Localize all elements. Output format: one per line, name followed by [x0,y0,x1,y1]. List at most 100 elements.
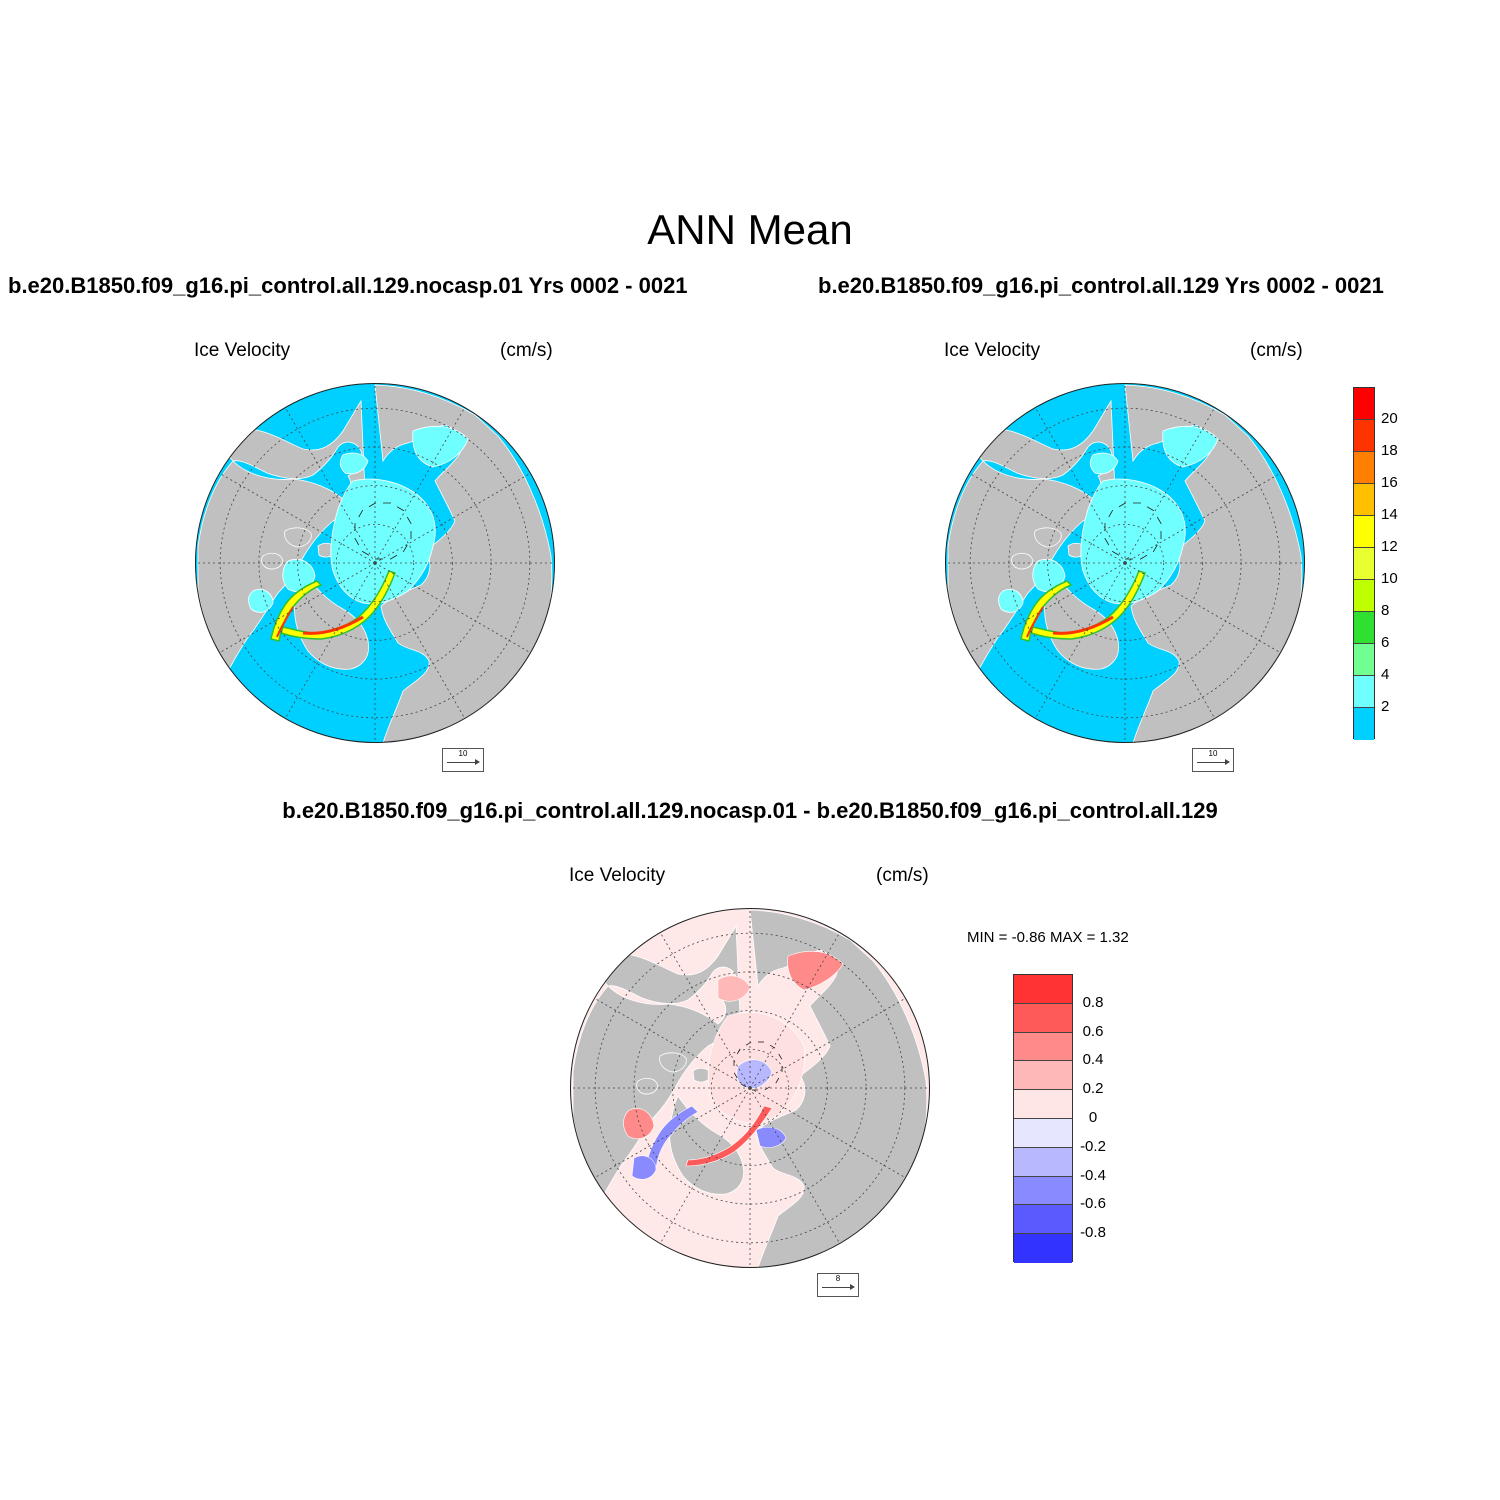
velocity-vector [402,544,408,553]
sea-ice-speed [998,588,1024,613]
colorbar-swatch [1354,452,1374,484]
velocity-vector [764,1086,771,1091]
latitude-circle [710,1048,790,1128]
colorbar-swatch [1354,612,1374,644]
colorbar-swatch [1354,516,1374,548]
velocity-vector [778,1053,783,1060]
colorbar-swatch [1014,1061,1072,1091]
colorbar-swatch [1354,484,1374,516]
colorbar-tick-label: 0.2 [1082,1080,1104,1098]
meridian-line [1034,406,1126,564]
colorbar-tick-label: 0.4 [1082,1051,1104,1069]
land-mass [636,1077,659,1095]
land-mass [659,1052,687,1073]
reference-vector-top-right: 10 [1192,748,1234,772]
colorbar-tick-label: 0.6 [1082,1022,1104,1040]
land-mass [1034,527,1062,548]
land-mass [284,527,312,548]
bottom-units-label: (cm/s) [876,865,929,886]
latitude-circle [1047,485,1203,641]
colorbar-tick-label: 0 [1088,1109,1098,1126]
meridian-line [374,406,466,564]
reference-vector-label: 8 [835,1274,841,1283]
land-mass [1011,552,1034,570]
colorbar-tick-label: -0.4 [1080,1166,1106,1184]
velocity-vector [361,550,370,556]
colorbar-tick-label: 18 [1381,442,1398,459]
min-max-label: MIN = -0.86 MAX = 1.32 [967,929,1129,946]
map-border [195,383,555,743]
sea-ice-speed [248,588,274,613]
reference-arrow-icon [822,1284,855,1290]
velocity-vector [1156,516,1162,525]
velocity-vector [1108,509,1114,518]
colorbar-tick-label: 4 [1381,666,1390,683]
colorbar-tick-label: 20 [1381,410,1398,427]
colorbar-tick-label: -0.6 [1080,1195,1106,1213]
velocity-difference-patch [787,951,844,991]
colorbar-tick-label: 10 [1381,570,1398,587]
reference-arrow-icon [1197,759,1230,765]
colorbar-swatch [1014,1032,1072,1062]
colorbar-swatch [1014,1090,1072,1119]
top-left-variable-label: Ice Velocity [194,340,291,361]
main-title: ANN Mean [647,206,853,253]
map-border [945,383,1305,743]
velocity-vector [389,554,398,560]
velocity-vector [354,537,360,546]
latitude-circle [1085,523,1165,603]
sea-ice-speed [412,425,469,468]
meridian-line [218,472,376,564]
velocity-vector [396,506,405,512]
latitude-circle [672,1010,828,1166]
velocity-vector [1139,554,1148,560]
velocity-vector [1152,544,1158,553]
colorbar-tick-label: -0.2 [1080,1137,1106,1155]
velocity-vector [1146,506,1155,512]
velocity-difference-patch [736,1059,773,1089]
fast-ice-stream [1026,606,1044,638]
reference-arrow-icon [447,759,480,765]
velocity-difference-patch [755,1126,787,1148]
latitude-circle [219,407,531,719]
colorbar-tick-label: 12 [1381,538,1398,555]
top-left-case-title: b.e20.B1850.f09_g16.pi_control.all.129.n… [8,273,688,298]
fast-ice-stream [276,606,294,638]
colorbar-swatch [1354,580,1374,612]
reference-vector-bottom: 8 [817,1273,859,1297]
meridian-line [374,472,532,564]
sea-ice-speed [1162,425,1219,468]
velocity-vector [733,1072,738,1079]
reference-vector-label: 10 [458,749,468,758]
map-border [570,908,930,1268]
speed-colorbar [1353,387,1375,740]
polar-map-difference [570,908,930,1268]
colorbar-swatch [1014,1205,1072,1235]
polar-map-top-left [195,383,555,743]
top-right-case-title: b.e20.B1850.f09_g16.pi_control.all.129 Y… [818,273,1384,298]
meridian-line [374,562,532,654]
velocity-vector [1104,537,1110,546]
velocity-vectors [1104,502,1162,560]
colorbar-swatch [1354,388,1374,420]
meridian-line [218,562,376,654]
top-right-variable-label: Ice Velocity [944,340,1041,361]
colorbar-tick-label: 8 [1381,602,1390,619]
difference-colorbar-labels: 0.8 0.6 0.4 0.2 0 -0.2 -0.4 -0.6 -0.8 [1078,974,1118,1262]
sea-ice-speed [1089,452,1119,475]
colorbar-swatch [1014,1119,1072,1148]
colorbar-swatch [1354,420,1374,452]
colorbar-swatch [1014,1234,1072,1263]
colorbar-tick-label: 0.8 [1082,993,1104,1011]
map-clip-group [570,908,930,1268]
colorbar-tick-label: 6 [1381,634,1390,651]
colorbar-tick-label: 14 [1381,506,1398,523]
meridian-line [284,406,376,564]
map-clip-group [195,383,555,743]
reference-vector-top-left: 10 [442,748,484,772]
colorbar-swatch [1014,975,1072,1004]
velocity-difference-patch [623,1108,655,1139]
polar-map-top-right [945,383,1305,743]
velocity-difference-patch [717,975,751,1002]
colorbar-swatch [1354,644,1374,676]
